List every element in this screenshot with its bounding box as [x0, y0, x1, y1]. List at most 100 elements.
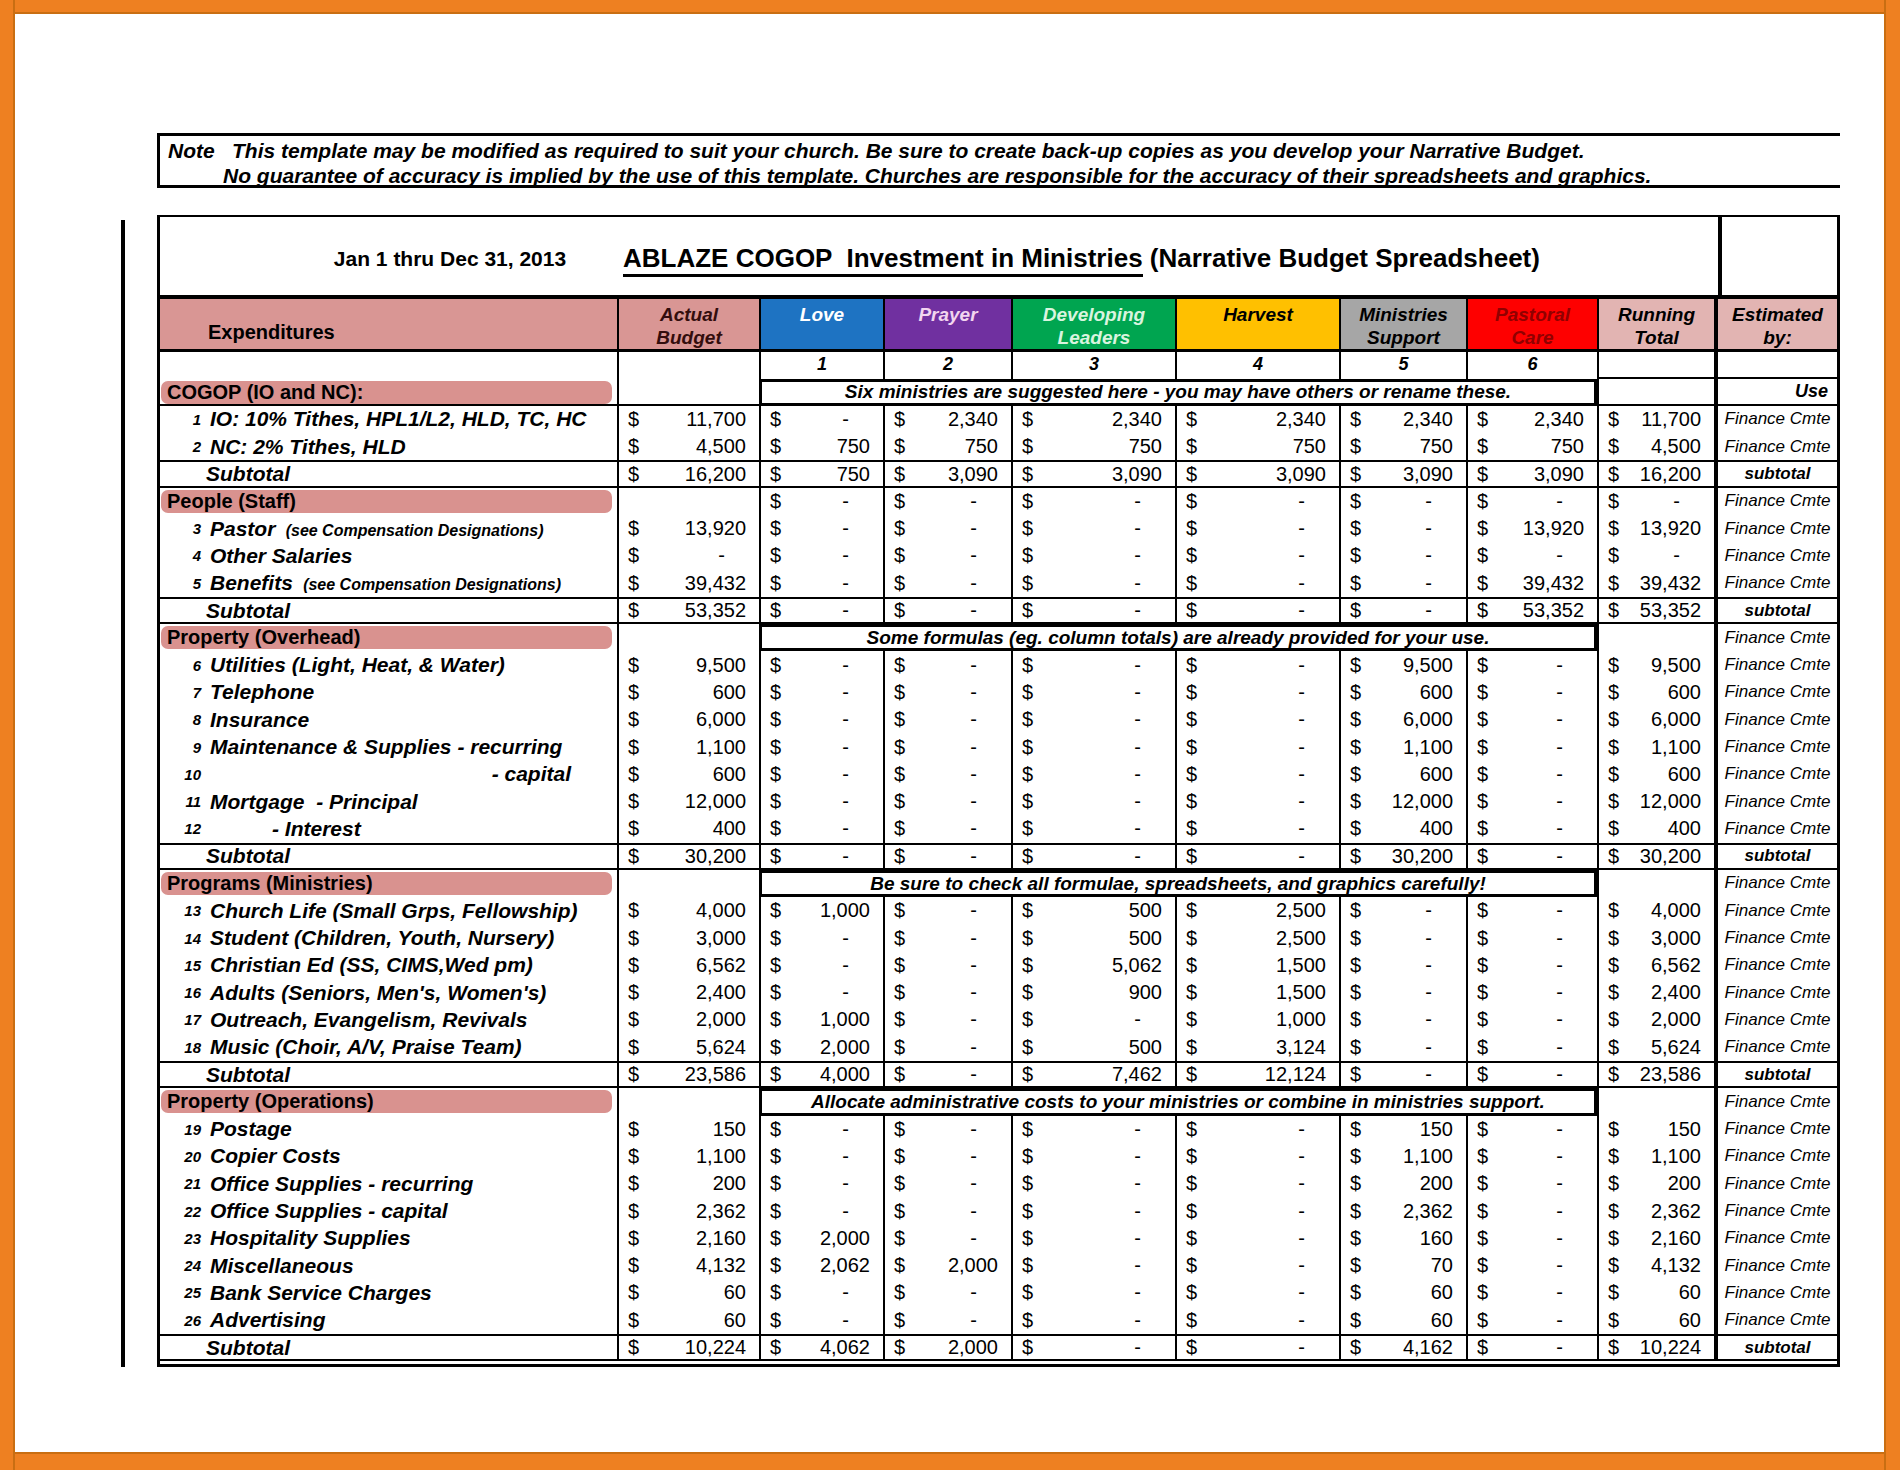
dollar-sign: $	[1468, 954, 1488, 977]
cell-value: -	[1556, 1118, 1597, 1141]
cell-value: 1,100	[1651, 736, 1714, 759]
cell-value: 10,224	[1640, 1336, 1714, 1359]
cell-value: 53,352	[685, 599, 759, 622]
cell-ab: $400	[617, 815, 759, 842]
dollar-sign: $	[1468, 572, 1488, 595]
dollar-sign: $	[1468, 1036, 1488, 1059]
estimated-cell: Finance Cmte	[1718, 1252, 1837, 1279]
cell-value: -	[1556, 544, 1597, 567]
dollar-sign: $	[1468, 463, 1488, 486]
cell-hv: $-	[1175, 1170, 1339, 1197]
cell-value: -	[1556, 1309, 1597, 1332]
cell-value: -	[1556, 1254, 1597, 1277]
dollar-sign: $	[1599, 763, 1619, 786]
expense-row-label: 26Advertising	[160, 1307, 617, 1334]
dollar-sign: $	[1341, 572, 1361, 595]
cell-value: 39,432	[1523, 572, 1597, 595]
dollar-sign: $	[1341, 681, 1361, 704]
dollar-sign: $	[619, 435, 639, 458]
cell-lv: $750	[759, 460, 883, 487]
expense-row-label: 15Christian Ed (SS, CIMS,Wed pm)	[160, 952, 617, 979]
cell-value: 750	[837, 435, 883, 458]
dollar-sign: $	[619, 1118, 639, 1141]
section-ab-cell	[617, 624, 759, 651]
cell-value: 2,160	[1651, 1227, 1714, 1250]
cell-pc: $-	[1466, 897, 1597, 924]
dollar-sign: $	[1341, 954, 1361, 977]
cell-value: -	[1425, 927, 1466, 950]
cell-pr: $-	[883, 679, 1011, 706]
dollar-sign: $	[1013, 1281, 1033, 1304]
cell-value: 750	[1551, 435, 1597, 458]
dollar-sign: $	[619, 1036, 639, 1059]
subtotal-row-label: Subtotal	[160, 843, 617, 870]
cell-value: -	[1298, 1309, 1339, 1332]
cell-value: -	[842, 845, 883, 868]
expense-row-label: 23Hospitality Supplies	[160, 1225, 617, 1252]
dollar-sign: $	[619, 1281, 639, 1304]
cell-value: -	[1673, 490, 1714, 513]
dollar-sign: $	[1013, 1309, 1033, 1332]
cell-ms: $-	[1339, 542, 1466, 569]
dollar-sign: $	[1341, 1145, 1361, 1168]
estimated-cell: Finance Cmte	[1718, 570, 1837, 597]
dollar-sign: $	[761, 1118, 781, 1141]
dollar-sign: $	[1013, 817, 1033, 840]
dollar-sign: $	[1177, 1281, 1197, 1304]
cell-rt: $600	[1597, 761, 1714, 788]
cell-pc: $-	[1466, 1252, 1597, 1279]
cell-value: 200	[713, 1172, 759, 1195]
cell-value: -	[970, 790, 1011, 813]
cell-ms: $1,100	[1339, 1143, 1466, 1170]
cell-pr: $-	[883, 651, 1011, 678]
dollar-sign: $	[761, 708, 781, 731]
cell-value: -	[718, 544, 759, 567]
dollar-sign: $	[1013, 681, 1033, 704]
cell-value: 12,000	[1392, 790, 1466, 813]
cell-pc: $-	[1466, 733, 1597, 760]
cell-rt: $200	[1597, 1170, 1714, 1197]
cell-value: 200	[1420, 1172, 1466, 1195]
cell-hv: $-	[1175, 1143, 1339, 1170]
dollar-sign: $	[1341, 981, 1361, 1004]
cell-ab: $6,562	[617, 952, 759, 979]
dollar-sign: $	[1468, 1254, 1488, 1277]
cell-value: -	[1556, 1036, 1597, 1059]
cell-pc: $-	[1466, 843, 1597, 870]
dollar-sign: $	[619, 1200, 639, 1223]
cell-value: -	[1425, 981, 1466, 1004]
dollar-sign: $	[1013, 435, 1033, 458]
cell-ms: $9,500	[1339, 651, 1466, 678]
dollar-sign: $	[1468, 1200, 1488, 1223]
cell-ab: $39,432	[617, 570, 759, 597]
cell-value: 2,362	[696, 1200, 759, 1223]
cell-value: -	[970, 654, 1011, 677]
dollar-sign: $	[885, 927, 905, 950]
cell-value: -	[1298, 1118, 1339, 1141]
cell-pc: $-	[1466, 1061, 1597, 1088]
header-cell-pc: Pastoral Care	[1466, 299, 1597, 352]
cell-ab: $1,100	[617, 1143, 759, 1170]
cell-hv: $1,500	[1175, 952, 1339, 979]
column-divider	[1718, 217, 1722, 295]
cell-value: 11,700	[1641, 408, 1714, 431]
cell-value: -	[842, 1145, 883, 1168]
cell-pc: $2,340	[1466, 406, 1597, 433]
numbers-row-rt	[1597, 352, 1714, 379]
cell-value: 2,340	[1534, 408, 1597, 431]
cell-value: 400	[713, 817, 759, 840]
cell-value: -	[1556, 681, 1597, 704]
cell-hv: $-	[1175, 843, 1339, 870]
cell-value: 39,432	[685, 572, 759, 595]
cell-value: -	[1298, 517, 1339, 540]
cell-value: 3,124	[1276, 1036, 1339, 1059]
cell-value: -	[1556, 1145, 1597, 1168]
cell-value: 2,000	[820, 1036, 883, 1059]
cell-value: -	[1556, 1200, 1597, 1223]
cell-value: 160	[1420, 1227, 1466, 1250]
cell-value: 150	[1420, 1118, 1466, 1141]
section-row-label: People (Staff)	[160, 488, 617, 515]
expense-label: Advertising	[210, 1308, 617, 1332]
dollar-sign: $	[1599, 1227, 1619, 1250]
dollar-sign: $	[1599, 708, 1619, 731]
